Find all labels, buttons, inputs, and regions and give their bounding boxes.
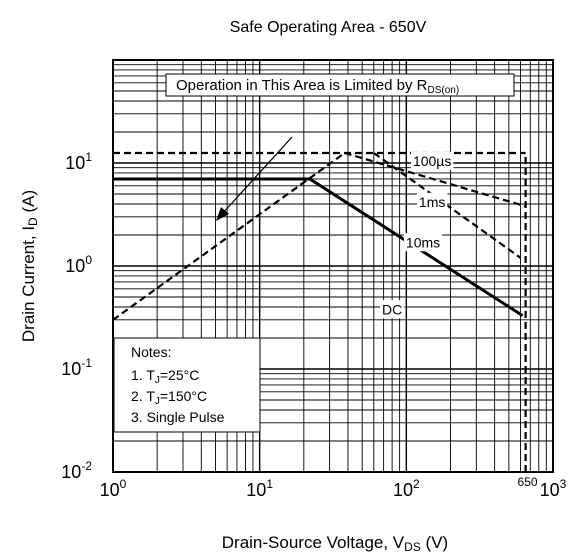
- note-line: 3. Single Pulse: [131, 409, 225, 425]
- x-axis-label-main: Drain-Source Voltage, V: [222, 533, 405, 552]
- chart-title: Safe Operating Area - 650V: [230, 19, 427, 36]
- notes-title: Notes:: [131, 344, 171, 360]
- series-label: 100µs: [413, 153, 451, 169]
- series-label-bg: [403, 233, 443, 252]
- y-axis-label: Drain Current, ID (A): [19, 190, 40, 342]
- tick-base: 10: [540, 480, 560, 500]
- y-axis-label-main: Drain Current, I: [19, 226, 38, 342]
- series-label: DC: [382, 301, 402, 317]
- note-prefix: 1. T: [131, 367, 155, 383]
- x-tick-label: 103: [540, 477, 567, 500]
- note-prefix: 2. T: [131, 388, 155, 404]
- annotation-arrowhead: [216, 207, 229, 221]
- x-tick-label: 102: [393, 477, 420, 500]
- series-boundary: [112, 152, 346, 321]
- y-axis-label-sub: D: [26, 217, 40, 226]
- tick-exp: 0: [120, 477, 127, 491]
- y-tick-label: 10-1: [61, 356, 92, 379]
- note-prefix: 3. Single Pulse: [131, 409, 225, 425]
- tick-exp: -1: [81, 356, 92, 370]
- x-axis-label-unit: (V): [421, 533, 448, 552]
- tick-exp: -2: [81, 459, 92, 473]
- y-axis-label-unit: (A): [19, 190, 38, 217]
- x-marker-label: 650: [518, 475, 538, 489]
- note-sub: J: [155, 396, 160, 407]
- note-suffix: =25°C: [160, 367, 199, 383]
- tick-exp: 0: [85, 253, 92, 267]
- note-line: 2. TJ=150°C: [131, 388, 207, 407]
- tick-base: 10: [61, 462, 81, 482]
- tick-exp: 3: [560, 477, 567, 491]
- y-tick-label: 10-2: [61, 459, 92, 482]
- x-axis-label: Drain-Source Voltage, VDS (V): [222, 533, 448, 554]
- limit-note-main: Operation in This Area is Limited by R: [176, 77, 428, 94]
- tick-base: 10: [65, 153, 85, 173]
- series-dc: [113, 177, 524, 317]
- tick-base: 10: [65, 256, 85, 276]
- y-tick-label: 101: [65, 150, 92, 173]
- tick-base: 10: [100, 480, 120, 500]
- note-sub: J: [155, 375, 160, 386]
- x-tick-label: 101: [246, 477, 273, 500]
- series-label: 10ms: [406, 234, 440, 250]
- series-label-bg: [410, 151, 454, 170]
- series-label-bg: [416, 192, 448, 211]
- x-tick-label: 100: [100, 477, 127, 500]
- series-label: 1ms: [419, 194, 445, 210]
- series-10ms: [373, 152, 522, 259]
- notes-lines: 1. TJ=25°C2. TJ=150°C3. Single Pulse: [131, 367, 225, 425]
- plot-frame: [112, 59, 554, 473]
- series-label-bg: [380, 300, 405, 319]
- tick-exp: 1: [85, 150, 92, 164]
- limit-note-box: [165, 73, 515, 97]
- note-suffix: =150°C: [160, 388, 207, 404]
- notes-box-bg: [113, 337, 261, 433]
- annotation-arrow: [221, 136, 293, 215]
- tick-base: 10: [61, 359, 81, 379]
- note-line: 1. TJ=25°C: [131, 367, 199, 386]
- series-group: [112, 151, 527, 472]
- series-1ms: [344, 151, 526, 208]
- tick-base: 10: [246, 480, 266, 500]
- grid: [113, 60, 553, 472]
- tick-base: 10: [393, 480, 413, 500]
- limit-note: Operation in This Area is Limited by RDS…: [165, 73, 515, 97]
- x-tick-labels: 100 101 102 103: [100, 477, 567, 500]
- limit-note-sub: DS(on): [428, 85, 460, 96]
- annotation-group: 100µs 1ms 10ms DC 650: [216, 136, 538, 489]
- x-axis-label-sub: DS: [404, 540, 421, 554]
- notes-box: Notes: 1. TJ=25°C2. TJ=150°C3. Single Pu…: [113, 337, 261, 433]
- y-tick-label: 100: [65, 253, 92, 276]
- tick-exp: 2: [413, 477, 420, 491]
- limit-note-text: Operation in This Area is Limited by RDS…: [176, 77, 459, 96]
- tick-exp: 1: [266, 477, 273, 491]
